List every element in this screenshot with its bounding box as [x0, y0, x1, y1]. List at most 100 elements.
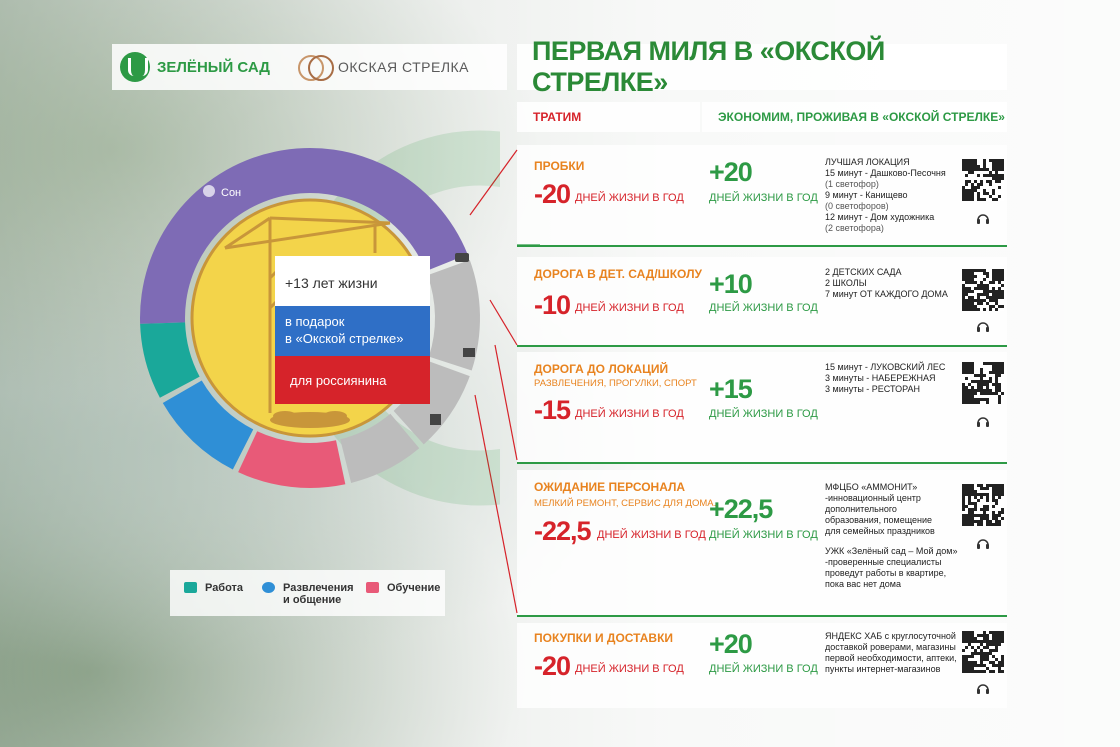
- info-line: 7 минут ОТ КАЖДОГО ДОМА: [825, 289, 948, 299]
- info-line: 2 ШКОЛЫ: [825, 278, 867, 288]
- row-info: МФЦБО «АММОНИТ» -инновационный центр доп…: [825, 482, 958, 590]
- row-pos-text: ДНЕЙ ЖИЗНИ В ГОД: [709, 192, 818, 204]
- car-icon: [455, 253, 469, 262]
- info-line: 15 минут - ЛУКОВСКИЙ ЛЕС: [825, 362, 946, 372]
- row-category: ПРОБКИ: [534, 159, 585, 173]
- qr-code[interactable]: [962, 159, 1004, 201]
- save-header-label: ЭКОНОМИМ, ПРОЖИВАЯ В «ОКСКОЙ СТРЕЛКЕ»: [718, 110, 1005, 124]
- row-neg-text: ДНЕЙ ЖИЗНИ В ГОД: [575, 663, 684, 675]
- row-neg-value: -22,5: [534, 516, 592, 546]
- row-info: ЯНДЕКС ХАБ с круглосуточной доставкой ро…: [825, 631, 957, 675]
- qr-code[interactable]: [962, 269, 1004, 311]
- legend-item-work: Работа: [184, 582, 243, 594]
- row-school: ДОРОГА В ДЕТ. САД/ШКОЛУ -10 ДНЕЙ ЖИЗНИ В…: [517, 257, 1007, 347]
- info-line: (1 светофор): [825, 179, 879, 189]
- connector-line: [469, 149, 518, 216]
- info-line: пока вас нет дома: [825, 579, 901, 589]
- qr-code[interactable]: [962, 362, 1004, 404]
- info-line: 9 минут - Канищево: [825, 190, 908, 200]
- info-line: ЯНДЕКС ХАБ с круглосуточной: [825, 631, 956, 641]
- info-line: для семейных праздников: [825, 526, 935, 536]
- center-line-3: для россиянина: [290, 373, 387, 388]
- flag-red-band: [275, 356, 430, 404]
- row-pos-value: +15: [709, 374, 753, 404]
- segment-work: [140, 322, 200, 398]
- row-pos-text: ДНЕЙ ЖИЗНИ В ГОД: [709, 302, 818, 314]
- row-info: 2 ДЕТСКИХ САДА 2 ШКОЛЫ 7 минут ОТ КАЖДОГ…: [825, 267, 948, 300]
- row-info: 15 минут - ЛУКОВСКИЙ ЛЕС 3 минуты - НАБЕ…: [825, 362, 945, 395]
- row-pos-value: +20: [709, 157, 753, 187]
- row-neg-value: -10: [534, 290, 571, 320]
- book-icon: [366, 582, 379, 593]
- row-locations: ДОРОГА ДО ЛОКАЦИЙ РАЗВЛЕЧЕНИЯ, ПРОГУЛКИ,…: [517, 352, 1007, 464]
- center-line-2b: в «Окской стрелке»: [285, 331, 404, 346]
- briefcase-icon: [184, 582, 197, 593]
- row-info: ЛУЧШАЯ ЛОКАЦИЯ 15 минут - Дашково-Песочн…: [825, 157, 946, 234]
- row-category: ПОКУПКИ И ДОСТАВКИ: [534, 631, 674, 645]
- rings-logo-icon: [297, 55, 334, 81]
- flag-blue-band: [275, 306, 430, 356]
- segment-grey-1: [427, 259, 480, 371]
- info-line: 15 минут - Дашково-Песочня: [825, 168, 946, 178]
- spend-header-label: ТРАТИМ: [533, 110, 582, 124]
- logos-bar: ЗЕЛЁНЫЙ САД ОКСКАЯ СТРЕЛКА: [112, 44, 507, 90]
- headphones-icon[interactable]: [976, 414, 990, 428]
- legend-label: Обучение: [387, 582, 441, 594]
- row-neg-text: ДНЕЙ ЖИЗНИ В ГОД: [575, 408, 684, 420]
- moon-icon: [203, 185, 215, 197]
- row-category: ОЖИДАНИЕ ПЕРСОНАЛА: [534, 480, 686, 494]
- info-line: 12 минут - Дом художника: [825, 212, 935, 222]
- qr-code[interactable]: [962, 631, 1004, 673]
- info-line: -инновационный центр: [825, 493, 921, 503]
- info-line: дополнительного: [825, 504, 897, 514]
- connector-line: [474, 394, 518, 614]
- row-pos-text: ДНЕЙ ЖИЗНИ В ГОД: [709, 529, 818, 541]
- legend-item-study: Обучение: [366, 582, 440, 594]
- headphones-icon[interactable]: [976, 536, 990, 550]
- flag-white-band: [275, 256, 430, 306]
- headphones-icon[interactable]: [976, 681, 990, 695]
- center-line-1: +13 лет жизни: [285, 275, 378, 291]
- row-neg-text: ДНЕЙ ЖИЗНИ В ГОД: [575, 192, 684, 204]
- smile-icon: [262, 582, 275, 593]
- segment-grey-2: [393, 360, 470, 445]
- headphones-icon[interactable]: [976, 319, 990, 333]
- brand1-text: ЗЕЛЁНЫЙ САД: [157, 58, 270, 76]
- page-title: ПЕРВАЯ МИЛЯ В «ОКСКОЙ СТРЕЛКЕ»: [532, 36, 885, 97]
- row-pos-value: +22,5: [709, 494, 773, 524]
- row-subcategory: МЕЛКИЙ РЕМОНТ, СЕРВИС ДЛЯ ДОМА.: [534, 498, 717, 509]
- info-line: (2 светофора): [825, 223, 884, 233]
- headphones-icon[interactable]: [976, 211, 990, 225]
- row-neg-value: -20: [534, 179, 571, 209]
- title-box: ПЕРВАЯ МИЛЯ В «ОКСКОЙ СТРЕЛКЕ»: [517, 36, 1007, 97]
- info-line: МФЦБО «АММОНИТ»: [825, 482, 918, 492]
- connector-line: [489, 299, 518, 346]
- info-line: УЖК «Зелёный сад – Мой дом»: [825, 546, 958, 556]
- info-line: 3 минуты - НАБЕРЕЖНАЯ: [825, 373, 936, 383]
- info-line: доставкой роверами, магазины: [825, 642, 956, 652]
- connector-line: [494, 344, 518, 461]
- legend-label: Работа: [205, 582, 244, 594]
- qr-code[interactable]: [962, 484, 1004, 526]
- row-pos-text: ДНЕЙ ЖИЗНИ В ГОД: [709, 663, 818, 675]
- row-shopping: ПОКУПКИ И ДОСТАВКИ -20 ДНЕЙ ЖИЗНИ В ГОД …: [517, 623, 1007, 708]
- legend-item-fun: Развлечения и общение: [262, 582, 354, 606]
- zeleny-sad-logo: ЗЕЛЁНЫЙ САД: [120, 52, 270, 82]
- row-subcategory: РАЗВЛЕЧЕНИЯ, ПРОГУЛКИ, СПОРТ: [534, 378, 697, 389]
- info-line: 2 ДЕТСКИХ САДА: [825, 267, 902, 277]
- row-category: ДОРОГА ДО ЛОКАЦИЙ: [534, 362, 669, 376]
- info-line: -проверенные специалисты: [825, 557, 942, 567]
- info-line: ЛУЧШАЯ ЛОКАЦИЯ: [825, 157, 910, 167]
- row-pos-value: +10: [709, 269, 753, 299]
- shopping-bag-icon: [430, 414, 441, 425]
- row-neg-value: -20: [534, 651, 571, 681]
- row-staff: ОЖИДАНИЕ ПЕРСОНАЛА МЕЛКИЙ РЕМОНТ, СЕРВИС…: [517, 470, 1007, 617]
- brand2-text: ОКСКАЯ СТРЕЛКА: [337, 59, 470, 75]
- segment-sleep: [140, 148, 468, 324]
- spend-header: ТРАТИМ: [517, 102, 700, 132]
- segment-study: [238, 431, 346, 488]
- okskaya-strelka-logo: ОКСКАЯ СТРЕЛКА: [297, 55, 470, 81]
- donut-chart: +13 лет жизни в подарок в «Окской стрелк…: [120, 128, 668, 513]
- info-line: первой необходимости, аптеки,: [825, 653, 957, 663]
- school-icon: [463, 348, 475, 357]
